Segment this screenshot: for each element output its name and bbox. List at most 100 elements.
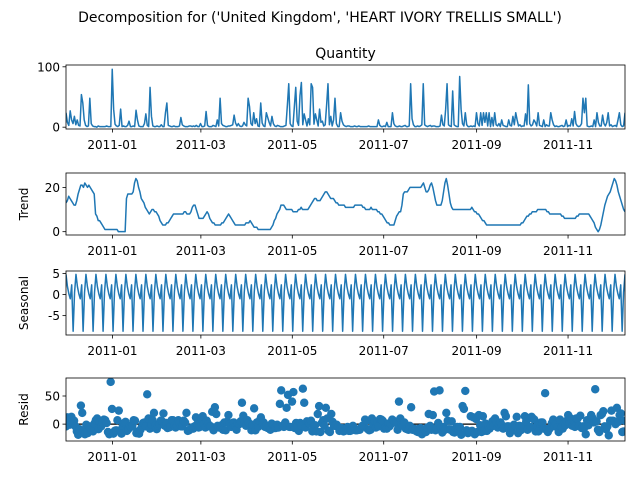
trend-panel: 0 20 2011-01 2011-03 2011-05 2011-07 2011-09 20… [17, 172, 626, 258]
x-tick-label: 2011-11 [543, 450, 593, 464]
x-tick-label: 2011-09 [452, 450, 502, 464]
figure-suptitle: Decomposition for ('United Kingdom', 'HE… [78, 10, 562, 26]
resid-point [237, 398, 247, 407]
y-tick-label: 0 [52, 121, 60, 135]
resid-plot-area [66, 378, 625, 440]
resid-point [102, 418, 111, 428]
resid-point [327, 409, 336, 419]
x-tick-label: 2011-03 [176, 138, 226, 152]
resid-point [540, 388, 550, 398]
x-tick-label: 2011-01 [87, 138, 137, 152]
x-tick-label: 2011-05 [267, 138, 317, 152]
resid-point [325, 427, 335, 437]
x-tick-label: 2011-07 [359, 138, 409, 152]
resid-ylabel: Resid [17, 393, 31, 425]
resid-point [249, 404, 259, 413]
x-tick-label: 2011-07 [359, 450, 409, 464]
resid-point [210, 403, 220, 412]
resid-point [455, 422, 465, 432]
resid-point [447, 417, 456, 426]
resid-point [314, 401, 324, 411]
resid-point [298, 384, 308, 393]
y-tick-label: 50 [45, 390, 60, 404]
resid-point [428, 410, 437, 420]
y-tick-label: 0 [52, 288, 60, 302]
resid-point [316, 427, 325, 437]
observed-frame [65, 64, 626, 130]
x-tick-label: 2011-07 [359, 344, 409, 358]
resid-point [478, 412, 488, 421]
resid-point [442, 408, 451, 418]
observed-title: Quantity [315, 46, 376, 62]
resid-point [599, 406, 608, 416]
resid-panel: 0 50 2011-01 2011-03 2011-05 2011-07 2011-09 20… [17, 377, 626, 464]
resid-point [114, 406, 123, 415]
resid-point [313, 409, 322, 419]
x-tick-label: 2011-11 [543, 138, 593, 152]
resid-point [435, 386, 444, 395]
resid-point [321, 403, 331, 413]
y-tick-label: 20 [45, 181, 60, 195]
y-tick-label: 0 [52, 225, 60, 239]
x-tick-label: 2011-09 [452, 344, 502, 358]
panels-container: 0 100 2011-01 2011-03 2011-05 2011-07 2011-09 2… [17, 46, 626, 464]
resid-point [275, 399, 285, 409]
x-tick-label: 2011-09 [452, 244, 502, 258]
x-tick-label: 2011-11 [543, 344, 593, 358]
resid-point [604, 431, 613, 440]
x-tick-label: 2011-03 [176, 344, 226, 358]
resid-point [394, 397, 404, 406]
resid-point [224, 410, 233, 420]
resid-point [287, 397, 297, 406]
resid-point [143, 390, 152, 399]
resid-point [78, 408, 87, 418]
x-tick-label: 2011-07 [359, 244, 409, 258]
resid-point [159, 409, 168, 418]
resid-frame [65, 377, 626, 442]
y-tick-label: 100 [37, 60, 60, 74]
seasonal-ylabel: Seasonal [17, 276, 31, 330]
observed-plot-area [66, 68, 625, 128]
observed-panel: 0 100 2011-01 2011-03 2011-05 2011-07 2011-09 2… [37, 46, 626, 152]
resid-point [289, 387, 298, 397]
resid-point [512, 412, 521, 422]
x-tick-label: 2011-05 [267, 244, 317, 258]
x-tick-label: 2011-03 [176, 244, 226, 258]
x-tick-label: 2011-05 [267, 344, 317, 358]
resid-point [619, 427, 625, 436]
resid-point [616, 409, 625, 418]
resid-point [461, 386, 470, 396]
resid-point [300, 398, 309, 407]
resid-point [277, 386, 286, 395]
seasonal-series-line [66, 273, 625, 332]
resid-point [76, 401, 86, 410]
resid-point [406, 403, 416, 412]
observed-series-line [66, 68, 625, 128]
resid-point [182, 408, 191, 418]
trend-plot-area [66, 177, 625, 233]
x-tick-label: 2011-01 [87, 244, 137, 258]
y-tick-label: 5 [52, 267, 60, 281]
seasonal-frame [65, 270, 626, 336]
resid-point [591, 385, 600, 394]
resid-point [620, 416, 625, 425]
x-tick-label: 2011-09 [452, 138, 502, 152]
resid-point [459, 404, 469, 414]
seasonal-panel: 5 0 -5 2011-01 2011-03 2011-05 2011-07 2011-09 2… [17, 267, 626, 358]
x-tick-label: 2011-03 [176, 450, 226, 464]
resid-point [212, 409, 221, 419]
trend-frame [65, 172, 626, 236]
resid-point [149, 408, 159, 418]
resid-point [595, 427, 604, 437]
resid-point [576, 411, 585, 420]
resid-point [113, 415, 122, 425]
x-tick-label: 2011-11 [543, 244, 593, 258]
resid-point [180, 418, 190, 427]
x-tick-label: 2011-05 [267, 450, 317, 464]
resid-point [592, 417, 601, 426]
y-tick-label: 0 [52, 418, 60, 432]
seasonal-plot-area [66, 273, 625, 332]
y-tick-label: -5 [48, 309, 60, 323]
resid-point [282, 403, 291, 413]
resid-point [501, 412, 511, 421]
